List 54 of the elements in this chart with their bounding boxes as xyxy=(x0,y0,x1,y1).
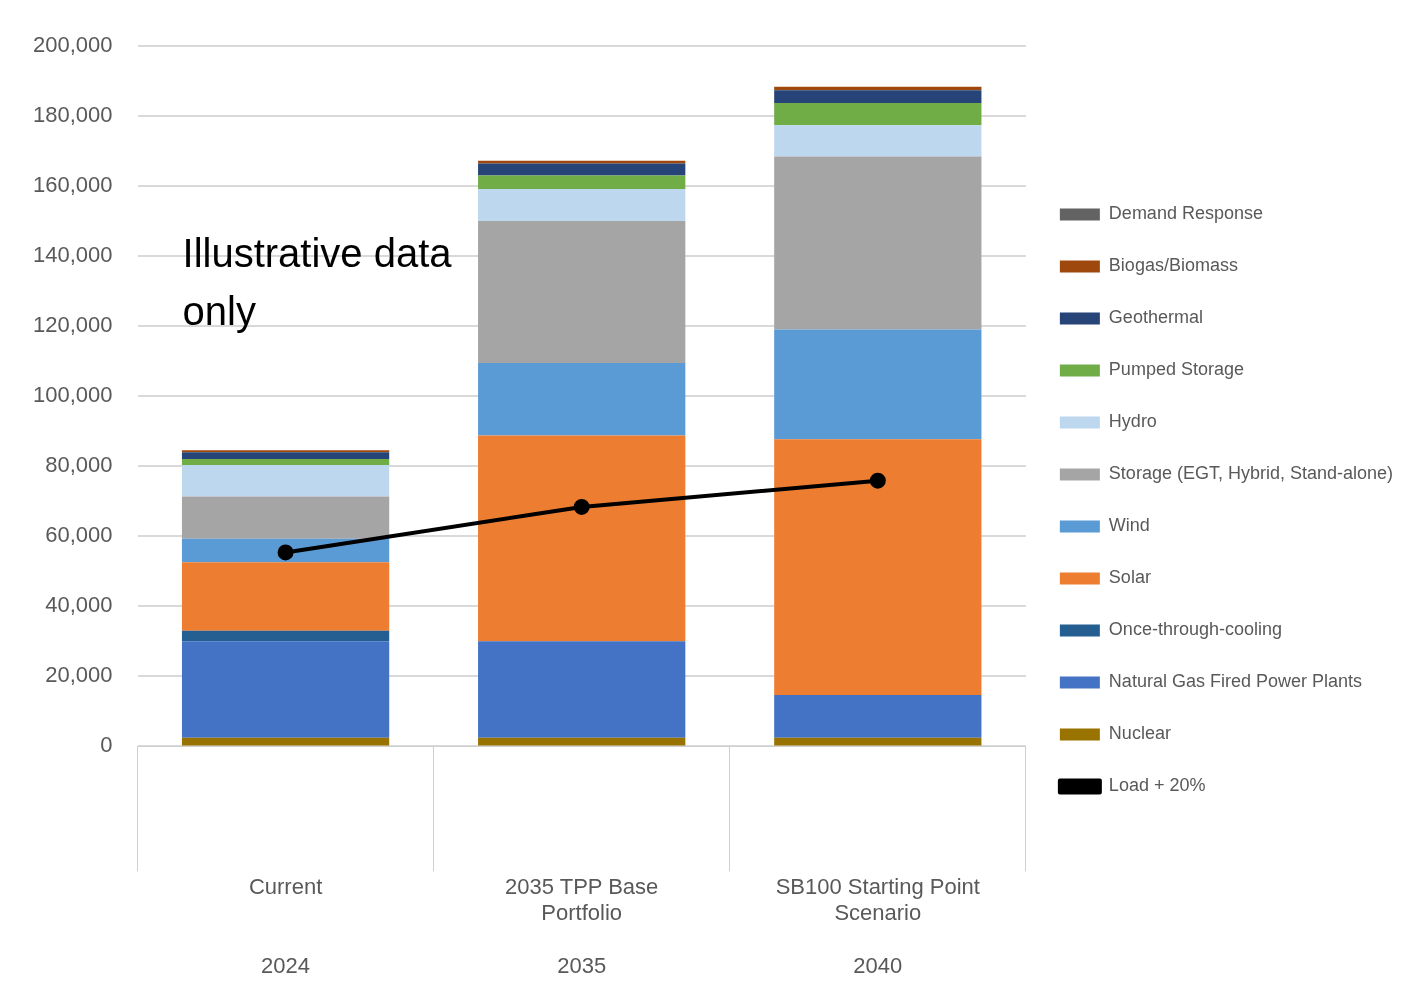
y-tick-label: 0 xyxy=(100,732,113,758)
bar xyxy=(774,737,982,746)
bar xyxy=(181,464,390,497)
bar xyxy=(478,175,686,190)
bar xyxy=(181,452,390,459)
bar xyxy=(774,102,982,126)
legend-label: Solar xyxy=(1108,567,1151,588)
y-tick-label: 40,000 xyxy=(45,592,113,618)
bar xyxy=(181,562,390,631)
point xyxy=(869,472,886,489)
bar xyxy=(181,496,390,539)
bar xyxy=(181,737,390,746)
bar xyxy=(774,329,982,440)
legend-label: Geothermal xyxy=(1108,307,1203,328)
legend-label: Biogas/Biomass xyxy=(1108,255,1238,276)
point xyxy=(277,544,294,561)
legend-label: Storage (EGT, Hybrid, Stand-alone) xyxy=(1108,463,1394,484)
bar xyxy=(774,694,982,738)
bar xyxy=(774,125,982,157)
bar xyxy=(774,90,982,103)
category-label: 2035 TPP Base Portfolio 2035 xyxy=(505,873,659,978)
y-tick-label: 140,000 xyxy=(32,242,113,268)
point xyxy=(573,498,590,515)
bar xyxy=(774,156,982,330)
legend-label: Once-through-cooling xyxy=(1108,619,1282,640)
bar xyxy=(478,737,686,746)
bar xyxy=(181,630,390,642)
bar xyxy=(774,439,982,695)
legend-label: Natural Gas Fired Power Plants xyxy=(1108,671,1362,692)
y-tick-label: 200,000 xyxy=(32,32,113,58)
bar xyxy=(181,641,390,738)
legend-label: Hydro xyxy=(1108,411,1157,432)
bar xyxy=(478,189,686,221)
bar xyxy=(478,220,686,364)
legend-label: Load + 20% xyxy=(1108,775,1206,796)
legend-label: Pumped Storage xyxy=(1108,359,1244,380)
bar xyxy=(478,641,686,738)
legend-label: Nuclear xyxy=(1108,723,1171,744)
y-tick-label: 120,000 xyxy=(32,312,113,338)
legend-label: Wind xyxy=(1108,515,1150,536)
y-tick-label: 20,000 xyxy=(45,662,113,688)
y-tick-label: 100,000 xyxy=(32,382,113,408)
y-tick-label: 180,000 xyxy=(32,102,113,128)
bar xyxy=(181,450,390,453)
category-label: SB100 Starting Point Scenario 2040 xyxy=(775,873,980,978)
legend-label: Demand Response xyxy=(1108,203,1263,224)
bar xyxy=(478,363,686,436)
bar xyxy=(181,458,390,465)
y-tick-label: 160,000 xyxy=(32,172,113,198)
y-tick-label: 80,000 xyxy=(45,452,113,478)
y-tick-label: 60,000 xyxy=(45,522,113,548)
bar xyxy=(478,163,686,176)
category-label: Current 2024 xyxy=(248,873,323,978)
annotation: Illustrative data only xyxy=(182,231,453,334)
